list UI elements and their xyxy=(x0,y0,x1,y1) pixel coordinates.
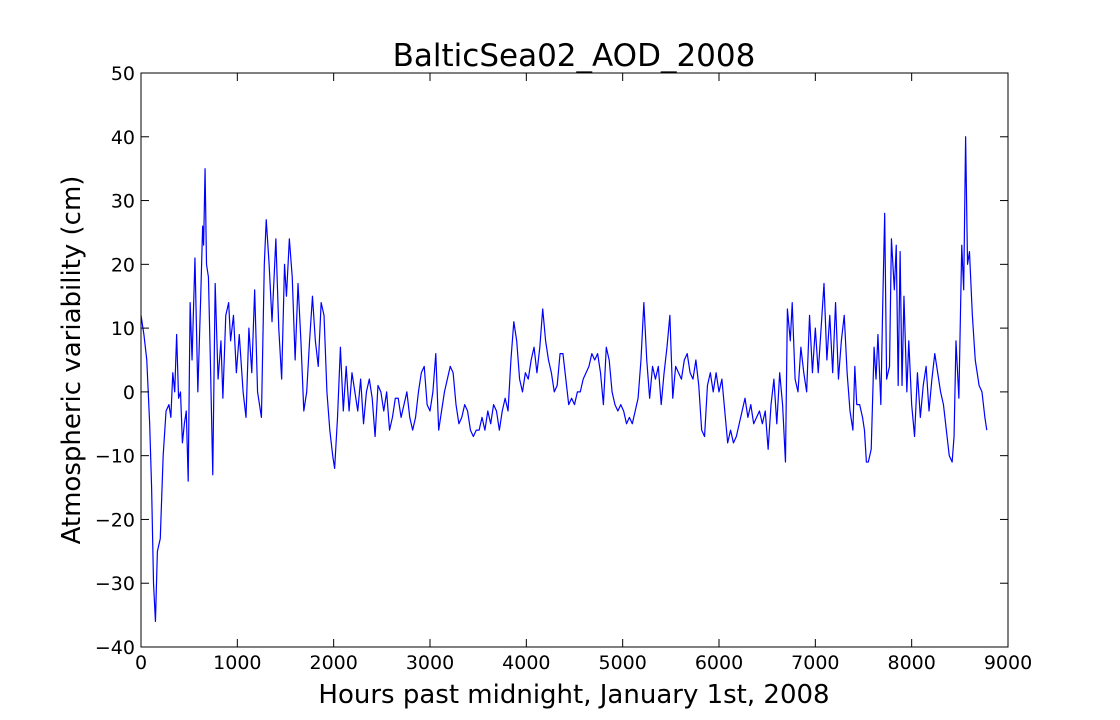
chart-title: BalticSea02_AOD_2008 xyxy=(393,38,756,74)
y-axis-label: Atmospheric variability (cm) xyxy=(57,176,87,545)
y-tick-label: 20 xyxy=(111,254,135,276)
x-tick-label: 0 xyxy=(135,652,147,674)
x-tick-label: 6000 xyxy=(695,652,743,674)
y-tick-label: −40 xyxy=(95,637,135,659)
plot-frame xyxy=(140,72,1009,648)
x-tick-label: 7000 xyxy=(791,652,839,674)
x-tick-label: 1000 xyxy=(213,652,261,674)
x-tick-label: 2000 xyxy=(309,652,357,674)
y-tick-label: 10 xyxy=(111,318,135,340)
y-tick-label: 0 xyxy=(123,382,135,404)
y-tick-label: −30 xyxy=(95,573,135,595)
data-line xyxy=(140,136,988,623)
y-tick-label: −20 xyxy=(95,509,135,531)
x-tick-label: 9000 xyxy=(984,652,1032,674)
y-tick-label: 30 xyxy=(111,191,135,213)
y-tick-label: −10 xyxy=(95,446,135,468)
x-tick-label: 5000 xyxy=(598,652,646,674)
y-tick-label: 40 xyxy=(111,127,135,149)
x-tick-label: 3000 xyxy=(406,652,454,674)
x-tick-label: 8000 xyxy=(887,652,935,674)
x-tick-label: 4000 xyxy=(502,652,550,674)
y-tick-label: 50 xyxy=(111,63,135,85)
x-axis-label: Hours past midnight, January 1st, 2008 xyxy=(318,680,829,710)
